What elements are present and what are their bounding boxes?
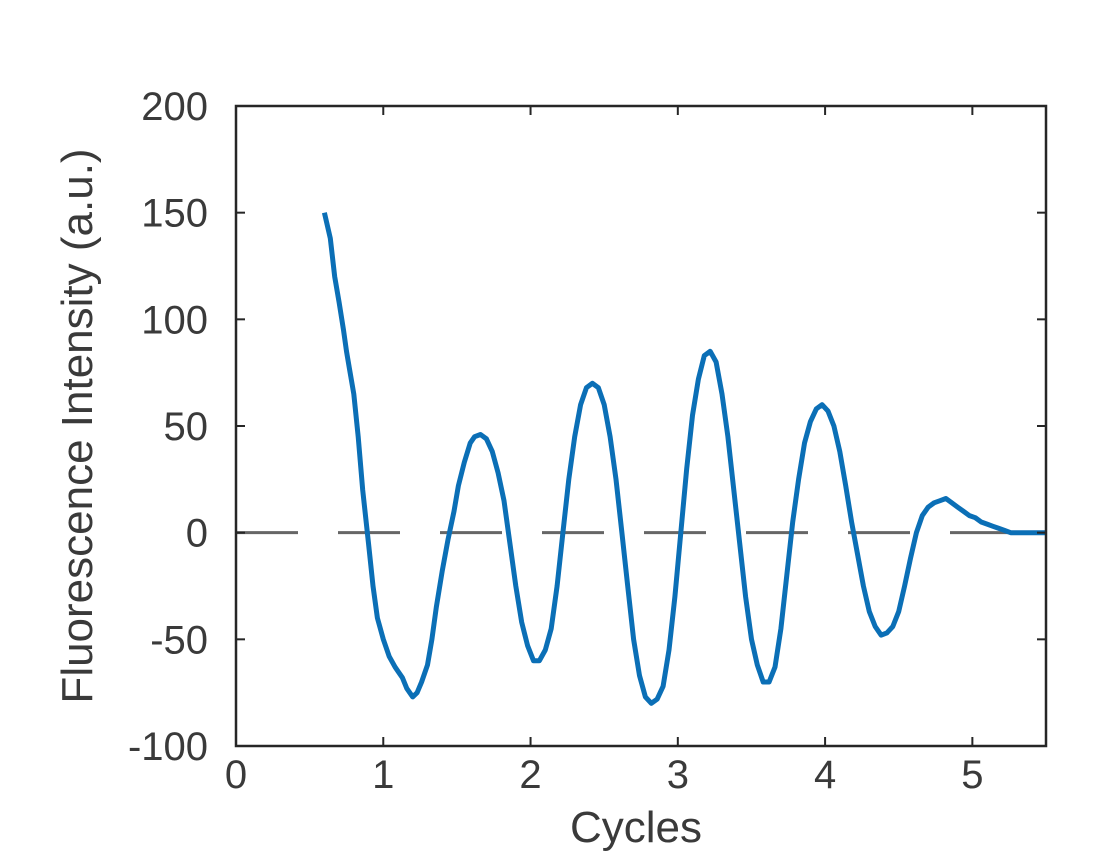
y-tick-label: 0	[186, 512, 208, 556]
y-axis-title: Fluorescence Intensity (a.u.)	[53, 148, 102, 703]
y-tick-label: 150	[141, 192, 208, 236]
y-axis-ticks: -100 -50 0 50 100 150 200	[128, 85, 1046, 769]
y-tick-label: 50	[164, 405, 209, 449]
x-tick-label: 2	[519, 753, 541, 797]
y-tick-label: -100	[128, 725, 208, 769]
y-tick-label: 200	[141, 85, 208, 129]
x-tick-label: 0	[225, 753, 247, 797]
series-line-fluorescence	[321, 212, 1046, 706]
x-axis-ticks: 0 1 2 3 4 5	[225, 106, 983, 797]
x-axis-title: Cycles	[570, 803, 702, 852]
y-tick-label: 100	[141, 298, 208, 342]
x-tick-label: 4	[814, 753, 836, 797]
x-tick-label: 1	[372, 753, 394, 797]
plot-area	[234, 104, 1048, 748]
y-tick-label: -50	[150, 618, 208, 662]
x-tick-label: 5	[961, 753, 983, 797]
x-tick-label: 3	[667, 753, 689, 797]
